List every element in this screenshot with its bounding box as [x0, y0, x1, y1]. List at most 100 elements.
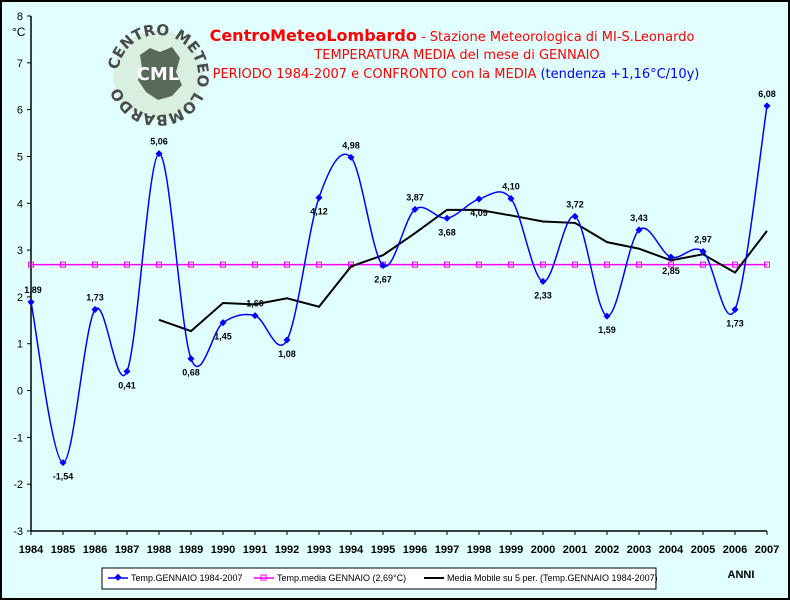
x-tick-label: 2002 [595, 544, 619, 556]
data-label: 6,08 [758, 89, 776, 99]
data-label: 2,67 [374, 275, 392, 285]
x-tick-label: 2005 [691, 544, 715, 556]
logo-center-text: CML [137, 64, 180, 85]
mean-point [572, 261, 578, 268]
series-temperature [27, 102, 771, 467]
y-tick-label: 0 [17, 386, 23, 398]
y-tick-label: 7 [17, 58, 23, 70]
temperature-point [635, 226, 643, 234]
data-label: 0,41 [118, 380, 136, 390]
x-ticks: 1984 1985 1986 1987 1988 1989 1990 1991 1992 1993… [19, 531, 779, 556]
mean-point [28, 261, 34, 268]
series-mean [28, 261, 770, 268]
data-label: 1,08 [278, 349, 296, 359]
mean-point [220, 261, 226, 268]
chart-period-line: PERIODO 1984-2007 e CONFRONTO con la MED… [213, 67, 700, 82]
lombardy-map-icon [138, 47, 182, 100]
data-label: -1,54 [53, 472, 74, 482]
temperature-point [347, 153, 355, 161]
x-tick-label: 1988 [147, 544, 171, 556]
y-tick-label: 1 [17, 339, 23, 351]
temperature-point [91, 306, 99, 314]
mean-point [92, 261, 98, 268]
data-label: 4,09 [470, 208, 488, 218]
x-tick-label: 1993 [307, 544, 331, 556]
x-tick-label: 1987 [115, 544, 139, 556]
mean-point [668, 261, 674, 268]
x-tick-label: 1992 [275, 544, 299, 556]
chart-subtitle: TEMPERATURA MEDIA del mese di GENNAIO [313, 48, 599, 63]
x-tick-label: 1995 [371, 544, 395, 556]
temperature-point [539, 277, 547, 285]
temperature-point [475, 195, 483, 203]
data-label: 3,43 [630, 213, 648, 223]
legend-label-mean: Temp.media GENNAIO (2,69°C) [277, 573, 406, 583]
mean-point [604, 261, 610, 268]
y-axis-unit: °C [12, 25, 26, 39]
x-tick-label: 1994 [339, 544, 364, 556]
temperature-point [699, 247, 707, 256]
temperature-point [27, 298, 35, 306]
data-label: 4,12 [310, 207, 328, 217]
temperature-point [379, 262, 387, 270]
legend-label-temp: Temp.GENNAIO 1984-2007 [131, 573, 243, 583]
mean-point [284, 261, 290, 268]
x-tick-label: 1986 [83, 544, 107, 556]
legend: Temp.GENNAIO 1984-2007 Temp.media GENNAI… [101, 567, 658, 590]
y-tick-label: 4 [17, 198, 23, 210]
y-tick-label: -1 [13, 432, 23, 444]
mean-point [60, 261, 66, 268]
temperature-point [443, 214, 451, 222]
temperature-point [731, 306, 739, 314]
temperature-point [123, 367, 131, 375]
mean-point [476, 261, 482, 268]
cml-logo: CENTRO METEO LOMBARDO CML [104, 21, 212, 130]
data-label: 4,98 [342, 140, 360, 150]
temperature-point [219, 319, 227, 327]
data-label: 3,68 [438, 227, 456, 237]
mean-point [764, 261, 770, 268]
x-tick-label: 1989 [179, 544, 203, 556]
y-tick-label: -2 [13, 479, 23, 491]
data-labels: 1,89 -1,54 1,73 0,41 5,06 0,68 1,45 1,60 1,08 4,1… [24, 89, 776, 482]
x-tick-label: 1997 [435, 544, 459, 556]
data-label: 2,33 [534, 290, 552, 300]
y-tick-label: 8 [17, 11, 23, 23]
mean-point [508, 261, 514, 268]
y-tick-label: 3 [17, 245, 23, 257]
temperature-line [30, 105, 768, 464]
mean-point [124, 261, 130, 268]
chart-title: CentroMeteoLombardo - Stazione Meteorolo… [210, 26, 695, 45]
temperature-point [283, 336, 291, 344]
x-tick-label: 1998 [467, 544, 491, 556]
data-label: 3,72 [566, 199, 584, 209]
legend-box [101, 567, 657, 590]
y-ticks: -3 -2 -1 0 1 2 3 4 5 6 7 8 [13, 11, 31, 538]
x-tick-label: 2004 [659, 544, 684, 556]
y-tick-label: -3 [13, 526, 23, 538]
temperature-point [251, 312, 259, 320]
mean-point [188, 261, 194, 268]
temperature-point [571, 212, 579, 220]
temperature-point [603, 312, 611, 320]
data-label: 1,89 [24, 285, 42, 295]
temperature-point [187, 355, 195, 363]
data-label: 1,59 [598, 325, 616, 335]
mean-point [700, 261, 706, 268]
x-axis-label: ANNI [728, 569, 755, 581]
y-tick-label: 6 [17, 105, 23, 117]
x-tick-label: 2003 [627, 544, 651, 556]
mean-point [316, 261, 322, 268]
mean-point [156, 261, 162, 268]
data-label: 1,73 [726, 319, 744, 329]
data-label: 1,60 [246, 299, 264, 309]
y-tick-label: 2 [17, 292, 23, 304]
y-tick-label: 5 [17, 151, 23, 163]
data-label: 2,97 [694, 234, 712, 244]
x-tick-label: 2001 [563, 544, 587, 556]
x-tick-label: 1991 [243, 544, 267, 556]
x-tick-label: 2006 [723, 544, 747, 556]
data-label: 0,68 [182, 368, 200, 378]
data-label: 2,85 [662, 266, 680, 276]
